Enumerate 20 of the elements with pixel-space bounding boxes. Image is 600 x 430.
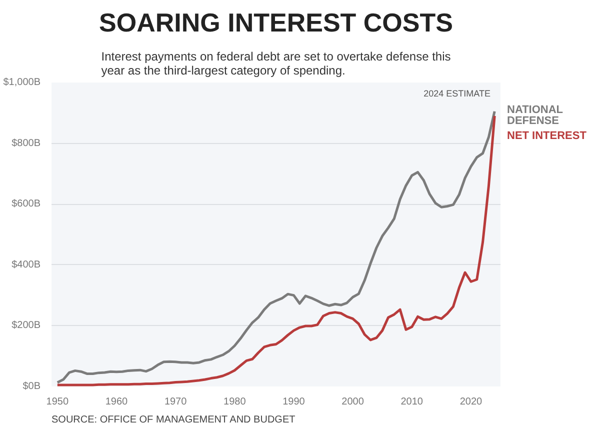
annotation: 2024 ESTIMATE bbox=[424, 88, 490, 98]
y-tick-label: $600B bbox=[12, 198, 41, 210]
y-tick-label: $800B bbox=[12, 138, 41, 149]
x-tick-label: 2000 bbox=[342, 396, 364, 408]
series-label: NATIONAL DEFENSE bbox=[507, 104, 564, 127]
x-tick-label: 1950 bbox=[46, 396, 69, 408]
x-tick-label: 1960 bbox=[105, 396, 128, 408]
chart-subtitle: Interest payments on federal debt are set to overtake defense this year as the third-largest category of spending. bbox=[101, 50, 451, 78]
source-note: SOURCE: OFFICE OF MANAGEMENT AND BUDGET bbox=[52, 414, 296, 426]
x-tick-label: 2010 bbox=[400, 396, 424, 408]
y-tick-label: $200B bbox=[12, 320, 41, 332]
x-tick-label: 1990 bbox=[282, 396, 306, 408]
y-tick-label: $0B bbox=[22, 381, 41, 392]
y-tick-label: $400B bbox=[12, 259, 41, 270]
x-tick-label: 2020 bbox=[460, 396, 483, 408]
series-label: NET INTEREST bbox=[507, 130, 587, 142]
y-tick-label: $1,000B bbox=[3, 77, 41, 88]
x-tick-label: 1970 bbox=[164, 396, 188, 408]
x-tick-label: 1980 bbox=[224, 396, 246, 408]
chart-title: SOARING INTEREST COSTS bbox=[99, 8, 453, 38]
